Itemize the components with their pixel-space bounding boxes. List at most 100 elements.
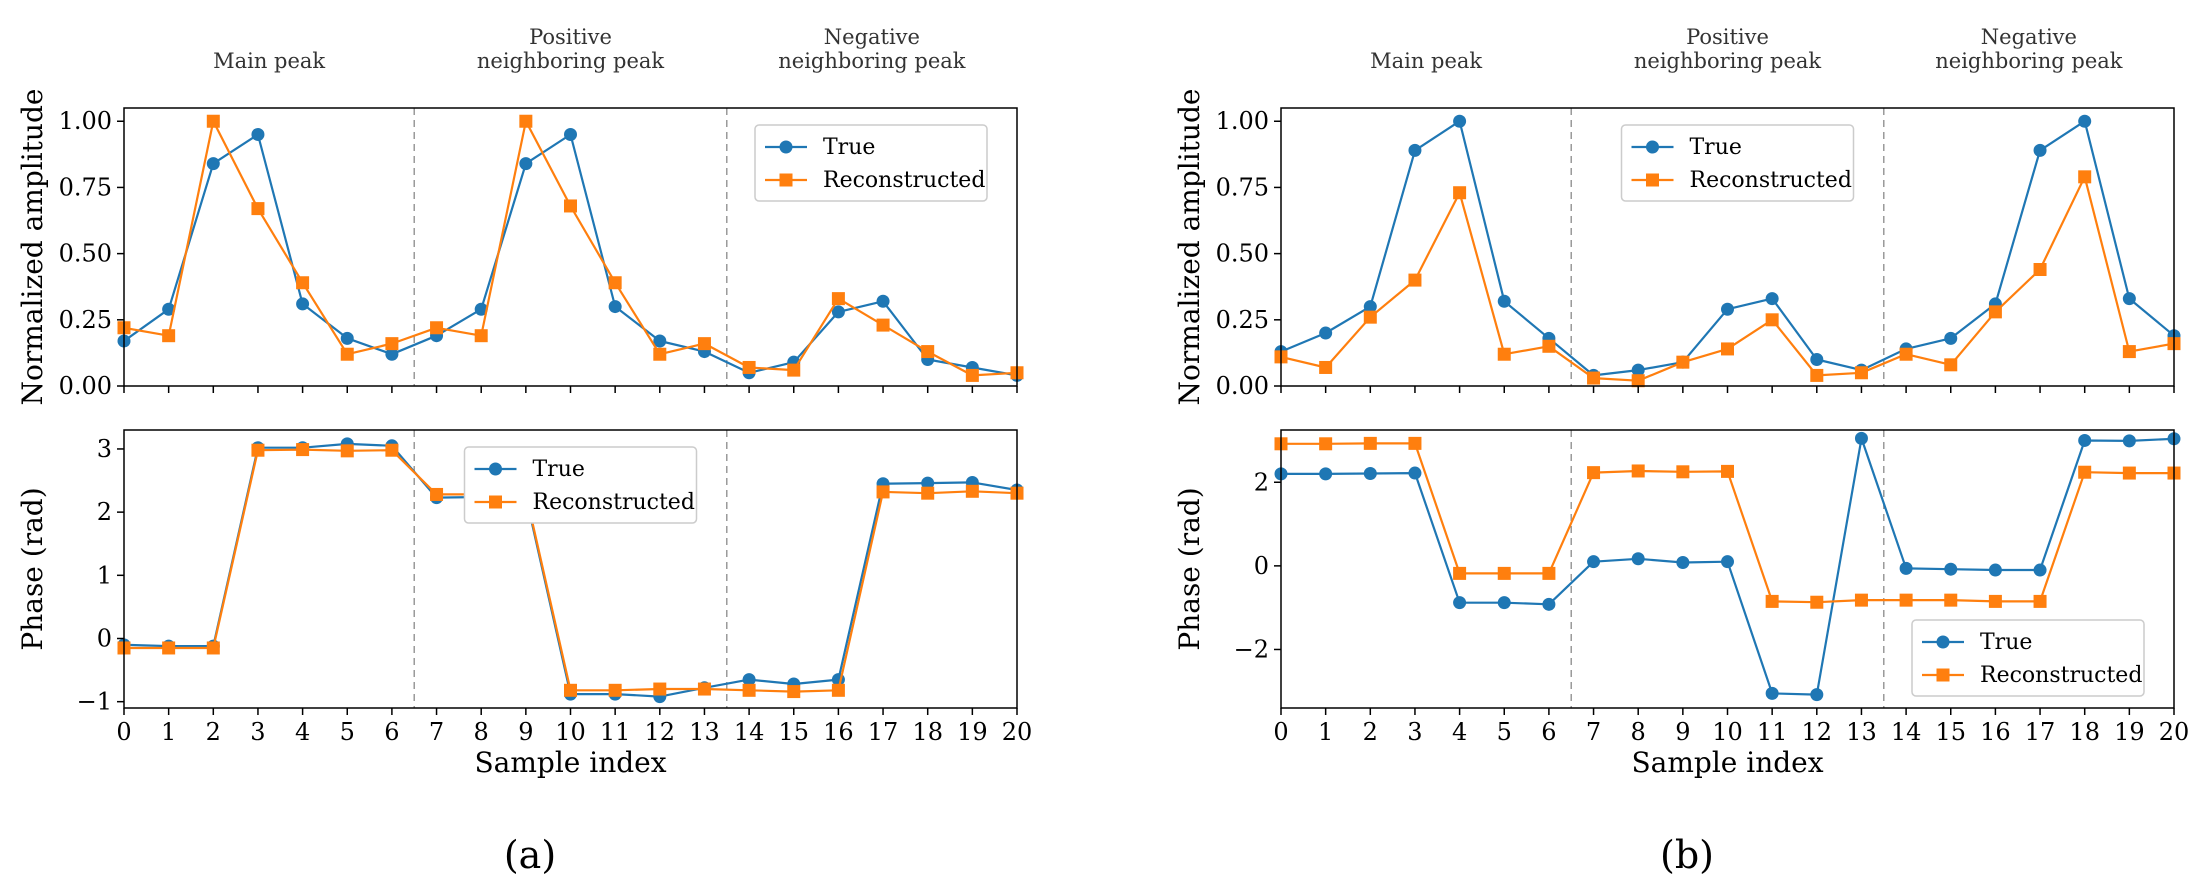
- y-tick-label: 0.50: [59, 240, 112, 268]
- section-label: Negative neighboring peak: [778, 25, 966, 73]
- legend-item-reconstructed: Reconstructed: [1922, 663, 2142, 688]
- data-point: [1810, 595, 1824, 609]
- x-tick-label: 9: [518, 718, 533, 746]
- legend-marker: [1646, 140, 1659, 154]
- data-point: [608, 276, 622, 290]
- data-point: [1899, 347, 1913, 361]
- data-point: [1765, 292, 1779, 306]
- x-tick-label: 6: [1541, 718, 1556, 746]
- data-point: [1765, 594, 1779, 608]
- data-point: [474, 329, 488, 343]
- data-point: [1453, 566, 1467, 580]
- data-point: [1944, 358, 1958, 372]
- x-tick-label: 6: [384, 718, 399, 746]
- data-point: [831, 305, 845, 319]
- data-point: [1988, 305, 2002, 319]
- data-point: [1453, 186, 1467, 200]
- data-point: [1988, 563, 2002, 577]
- data-point: [1542, 566, 1556, 580]
- data-point: [385, 347, 399, 361]
- y-tick-label: 0.00: [1216, 372, 1269, 400]
- y-tick-label: 0.75: [59, 173, 112, 201]
- data-point: [1988, 594, 2002, 608]
- data-point: [162, 302, 176, 316]
- data-point: [1765, 686, 1779, 700]
- y-axis-label: Phase (rad): [1173, 487, 1206, 650]
- x-tick-label: 11: [600, 718, 631, 746]
- data-point: [1453, 596, 1467, 610]
- legend-label: True: [823, 135, 875, 160]
- data-point: [1542, 339, 1556, 353]
- data-point: [519, 157, 533, 171]
- y-tick-label: 0: [1254, 552, 1269, 580]
- legend-frame: [463, 446, 698, 524]
- y-tick-label: 0: [97, 625, 112, 653]
- data-point: [1363, 436, 1377, 450]
- x-axis-label: Sample index: [474, 746, 666, 779]
- x-tick-label: 1: [161, 718, 176, 746]
- amplitude-subplot: 0.00 0.25 0.50 0.75 1.00 Normalized amplitude…: [16, 89, 1024, 406]
- x-tick-label: 4: [295, 718, 310, 746]
- section-labels: Main peak Positive neighboring peak Negativ…: [1370, 25, 2123, 73]
- legend-item-true: True: [765, 135, 875, 160]
- data-point: [742, 360, 756, 374]
- x-tick-label: 10: [555, 718, 586, 746]
- data-point: [296, 297, 310, 311]
- data-point: [1631, 363, 1645, 377]
- series-reconstructed: [1274, 170, 2181, 388]
- x-tick-label: 20: [1002, 718, 1033, 746]
- data-point: [653, 347, 667, 361]
- legend-label: True: [1980, 630, 2032, 655]
- section-label: Main peak: [1370, 49, 1482, 73]
- data-point: [1319, 467, 1333, 481]
- x-tick-label: 15: [1935, 718, 1966, 746]
- data-point: [921, 345, 935, 359]
- section-label: Negative neighboring peak: [1935, 25, 2123, 73]
- series-reconstructed: [117, 114, 1024, 382]
- data-point: [742, 683, 756, 697]
- x-tick-label: 13: [1846, 718, 1877, 746]
- data-point: [1319, 326, 1333, 340]
- data-point: [474, 302, 488, 316]
- legend-marker: [1936, 668, 1950, 682]
- x-tick-label: 8: [1631, 718, 1646, 746]
- data-point: [340, 444, 354, 458]
- x-tick-label: 12: [1802, 718, 1833, 746]
- panel-caption: (b): [1660, 833, 1714, 877]
- section-labels: Main peak Positive neighboring peak Negativ…: [213, 25, 966, 73]
- data-point: [831, 292, 845, 306]
- x-tick-label: 9: [1675, 718, 1690, 746]
- data-point: [1676, 465, 1690, 479]
- x-tick-label: 16: [1980, 718, 2011, 746]
- y-tick-label: 0.00: [59, 372, 112, 400]
- legend-label: True: [1690, 135, 1742, 160]
- x-tick-label: 13: [689, 718, 720, 746]
- data-point: [340, 347, 354, 361]
- data-point: [564, 199, 577, 213]
- data-point: [1810, 688, 1824, 702]
- legend-label: Reconstructed: [533, 490, 695, 515]
- x-tick-label: 19: [2114, 718, 2145, 746]
- data-point: [742, 673, 756, 687]
- y-axis-label: Normalized amplitude: [1173, 89, 1206, 406]
- data-point: [1587, 555, 1601, 569]
- legend-frame: [1911, 619, 2145, 697]
- x-tick-label: 1: [1318, 718, 1333, 746]
- x-tick-label: 7: [429, 718, 444, 746]
- data-point: [564, 683, 577, 697]
- x-tick-label: 12: [645, 718, 676, 746]
- data-point: [2033, 563, 2047, 577]
- legend-frame: [1620, 124, 1855, 202]
- y-axis-label: Normalized amplitude: [16, 89, 49, 406]
- y-tick-label: 2: [97, 498, 112, 526]
- x-tick-label: 17: [2025, 718, 2056, 746]
- data-point: [653, 334, 667, 348]
- data-point: [1944, 331, 1958, 345]
- data-point: [921, 486, 935, 500]
- data-point: [1587, 466, 1601, 480]
- data-point: [2078, 433, 2092, 447]
- legend-marker: [1936, 635, 1950, 649]
- amplitude-subplot: 0.00 0.25 0.50 0.75 1.00 Normalized amplitude…: [1173, 89, 2181, 406]
- legend-item-reconstructed: Reconstructed: [765, 168, 985, 193]
- data-point: [1497, 596, 1511, 610]
